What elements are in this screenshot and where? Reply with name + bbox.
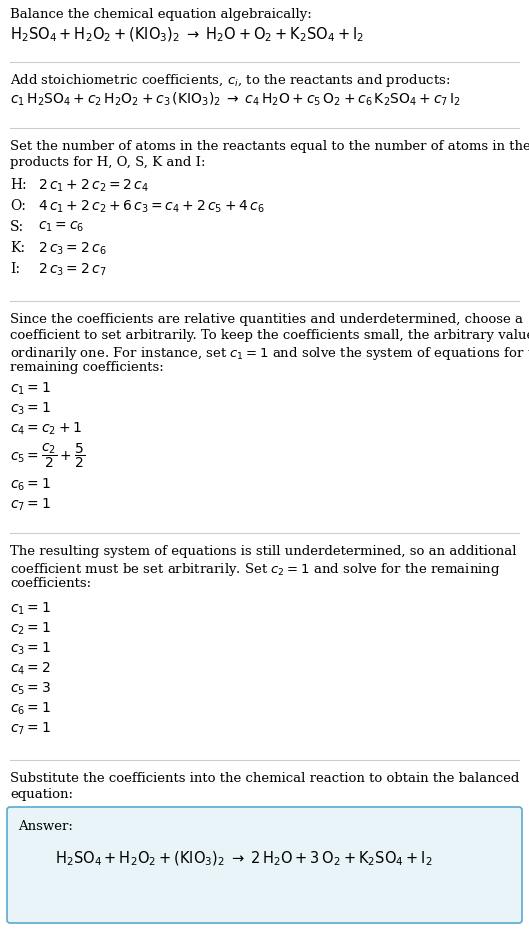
- Text: $\mathrm{H_2SO_4 + H_2O_2 + (KIO_3)_2 \;\rightarrow\; 2\,H_2O + 3\,O_2 + K_2SO_4: $\mathrm{H_2SO_4 + H_2O_2 + (KIO_3)_2 \;…: [55, 850, 433, 869]
- Text: $c_4 = c_2 + 1$: $c_4 = c_2 + 1$: [10, 421, 82, 437]
- Text: $c_1 = c_6$: $c_1 = c_6$: [38, 220, 84, 234]
- Text: $c_1 = 1$: $c_1 = 1$: [10, 601, 51, 617]
- Text: Add stoichiometric coefficients, $c_i$, to the reactants and products:: Add stoichiometric coefficients, $c_i$, …: [10, 72, 450, 89]
- Text: K:: K:: [10, 241, 25, 255]
- Text: $c_1 = 1$: $c_1 = 1$: [10, 381, 51, 397]
- Text: ordinarily one. For instance, set $c_1 = 1$ and solve the system of equations fo: ordinarily one. For instance, set $c_1 =…: [10, 345, 529, 362]
- Text: I:: I:: [10, 262, 20, 276]
- Text: products for H, O, S, K and I:: products for H, O, S, K and I:: [10, 156, 205, 169]
- FancyBboxPatch shape: [7, 807, 522, 923]
- Text: $\mathrm{H_2SO_4 + H_2O_2 + (KIO_3)_2 \;\rightarrow\; H_2O + O_2 + K_2SO_4 + I_2: $\mathrm{H_2SO_4 + H_2O_2 + (KIO_3)_2 \;…: [10, 26, 364, 45]
- Text: $2\,c_3 = 2\,c_6$: $2\,c_3 = 2\,c_6$: [38, 241, 106, 258]
- Text: $c_3 = 1$: $c_3 = 1$: [10, 401, 51, 417]
- Text: equation:: equation:: [10, 788, 73, 801]
- Text: Substitute the coefficients into the chemical reaction to obtain the balanced: Substitute the coefficients into the che…: [10, 772, 519, 785]
- Text: O:: O:: [10, 199, 26, 213]
- Text: Balance the chemical equation algebraically:: Balance the chemical equation algebraica…: [10, 8, 312, 21]
- Text: $c_7 = 1$: $c_7 = 1$: [10, 497, 51, 514]
- Text: Set the number of atoms in the reactants equal to the number of atoms in the: Set the number of atoms in the reactants…: [10, 140, 529, 153]
- Text: $4\,c_1 + 2\,c_2 + 6\,c_3 = c_4 + 2\,c_5 + 4\,c_6$: $4\,c_1 + 2\,c_2 + 6\,c_3 = c_4 + 2\,c_5…: [38, 199, 264, 216]
- Text: H:: H:: [10, 178, 26, 192]
- Text: $c_5 = 3$: $c_5 = 3$: [10, 681, 51, 698]
- Text: $c_6 = 1$: $c_6 = 1$: [10, 701, 51, 717]
- Text: $c_4 = 2$: $c_4 = 2$: [10, 661, 51, 677]
- Text: $c_5 = \dfrac{c_2}{2} + \dfrac{5}{2}$: $c_5 = \dfrac{c_2}{2} + \dfrac{5}{2}$: [10, 441, 85, 470]
- Text: $2\,c_1 + 2\,c_2 = 2\,c_4$: $2\,c_1 + 2\,c_2 = 2\,c_4$: [38, 178, 149, 194]
- Text: coefficient must be set arbitrarily. Set $c_2 = 1$ and solve for the remaining: coefficient must be set arbitrarily. Set…: [10, 561, 500, 578]
- Text: coefficient to set arbitrarily. To keep the coefficients small, the arbitrary va: coefficient to set arbitrarily. To keep …: [10, 329, 529, 342]
- Text: Since the coefficients are relative quantities and underdetermined, choose a: Since the coefficients are relative quan…: [10, 313, 523, 326]
- Text: $c_6 = 1$: $c_6 = 1$: [10, 477, 51, 493]
- Text: coefficients:: coefficients:: [10, 577, 91, 590]
- Text: $2\,c_3 = 2\,c_7$: $2\,c_3 = 2\,c_7$: [38, 262, 106, 278]
- Text: S:: S:: [10, 220, 24, 234]
- Text: remaining coefficients:: remaining coefficients:: [10, 361, 164, 374]
- Text: The resulting system of equations is still underdetermined, so an additional: The resulting system of equations is sti…: [10, 545, 516, 558]
- Text: $c_3 = 1$: $c_3 = 1$: [10, 641, 51, 658]
- Text: $c_7 = 1$: $c_7 = 1$: [10, 721, 51, 738]
- Text: $c_2 = 1$: $c_2 = 1$: [10, 621, 51, 637]
- Text: Answer:: Answer:: [18, 820, 73, 833]
- Text: $c_1\,\mathrm{H_2SO_4} + c_2\,\mathrm{H_2O_2} + c_3\,(\mathrm{KIO_3})_2 \;\right: $c_1\,\mathrm{H_2SO_4} + c_2\,\mathrm{H_…: [10, 91, 461, 108]
